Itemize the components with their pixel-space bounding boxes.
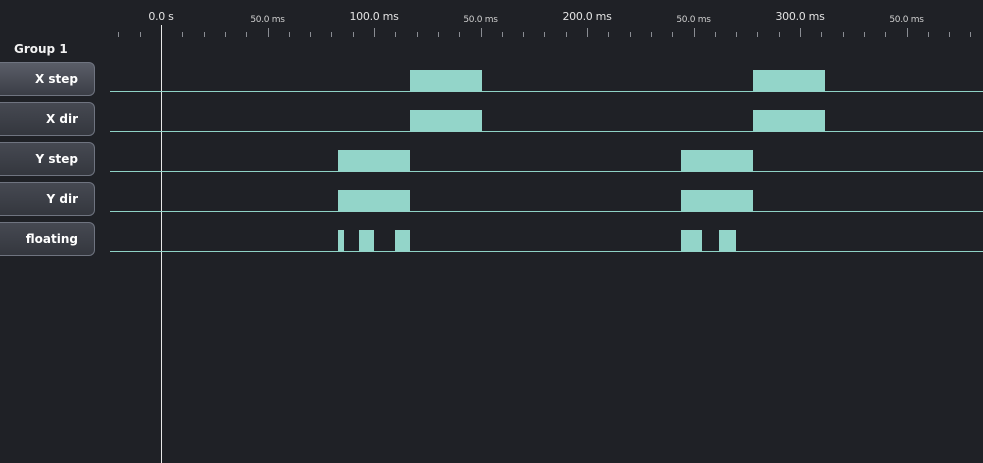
trace-baseline xyxy=(110,91,983,92)
signal-pulse xyxy=(359,230,374,252)
signal-pulse xyxy=(681,150,753,172)
ruler-tick xyxy=(821,32,822,37)
time-label: 300.0 ms xyxy=(775,10,825,23)
time-label: 100.0 ms xyxy=(349,10,399,23)
ruler-tick xyxy=(587,28,588,37)
group-label: Group 1 xyxy=(14,42,68,56)
ruler-tick xyxy=(949,32,950,37)
ruler-tick xyxy=(694,28,695,37)
ruler-tick xyxy=(310,32,311,37)
channel-button[interactable]: floating xyxy=(0,222,95,256)
ruler-tick xyxy=(523,32,524,37)
time-label: 0.0 s xyxy=(148,10,174,23)
ruler-tick xyxy=(140,32,141,37)
time-label: 50.0 ms xyxy=(889,15,924,25)
trigger-marker xyxy=(161,25,162,463)
channel-label: X step xyxy=(34,72,78,86)
channel-label: floating xyxy=(25,232,78,246)
signal-pulse xyxy=(395,230,410,252)
ruler-tick xyxy=(779,32,780,37)
signal-pulse xyxy=(338,150,410,172)
ruler-tick xyxy=(459,32,460,37)
ruler-tick xyxy=(481,28,482,37)
ruler-tick xyxy=(843,32,844,37)
ruler-tick xyxy=(928,32,929,37)
time-label: 200.0 ms xyxy=(562,10,612,23)
signal-pulse xyxy=(753,70,825,92)
signal-pulse xyxy=(681,190,753,212)
trace-baseline xyxy=(110,251,983,252)
time-label: 50.0 ms xyxy=(250,15,285,25)
ruler-tick xyxy=(672,32,673,37)
ruler-tick xyxy=(502,32,503,37)
ruler-tick xyxy=(651,32,652,37)
channel-button[interactable]: X step xyxy=(0,62,95,96)
ruler-tick xyxy=(331,32,332,37)
trace-baseline xyxy=(110,171,983,172)
channel-label: Y dir xyxy=(46,192,79,206)
ruler-tick xyxy=(800,28,801,37)
signal-pulse xyxy=(410,110,482,132)
time-label: 50.0 ms xyxy=(463,15,498,25)
signal-pulse xyxy=(681,230,702,252)
time-ruler[interactable]: 0.0 s 50.0 ms 100.0 ms 50.0 ms 200.0 ms 50.0 … xyxy=(0,0,983,40)
time-label: 50.0 ms xyxy=(676,15,711,25)
signal-pulse xyxy=(719,230,736,252)
ruler-tick xyxy=(566,32,567,37)
ruler-tick xyxy=(204,32,205,37)
channel-label: X dir xyxy=(45,112,78,126)
ruler-tick xyxy=(864,32,865,37)
ruler-tick xyxy=(182,32,183,37)
channel-button[interactable]: Y dir xyxy=(0,182,95,216)
signal-pulse xyxy=(753,110,825,132)
ruler-tick xyxy=(907,28,908,37)
ruler-tick xyxy=(630,32,631,37)
ruler-tick xyxy=(225,32,226,37)
ruler-tick xyxy=(118,32,119,37)
channel-button[interactable]: X dir xyxy=(0,102,95,136)
ruler-tick xyxy=(715,32,716,37)
ruler-tick xyxy=(289,32,290,37)
ruler-tick xyxy=(268,28,269,37)
ruler-tick xyxy=(970,32,971,37)
ruler-tick xyxy=(438,32,439,37)
ruler-tick xyxy=(757,32,758,37)
trace-baseline xyxy=(110,211,983,212)
signal-pulse xyxy=(338,230,344,252)
ruler-tick xyxy=(417,32,418,37)
ruler-tick xyxy=(736,32,737,37)
ruler-tick xyxy=(246,32,247,37)
ruler-tick xyxy=(395,32,396,37)
ruler-tick xyxy=(374,28,375,37)
channel-label: Y step xyxy=(35,152,78,166)
signal-pulse xyxy=(410,70,482,92)
ruler-tick xyxy=(885,32,886,37)
trace-baseline xyxy=(110,131,983,132)
ruler-tick xyxy=(608,32,609,37)
ruler-tick xyxy=(353,32,354,37)
ruler-tick xyxy=(544,32,545,37)
channel-button[interactable]: Y step xyxy=(0,142,95,176)
signal-pulse xyxy=(338,190,410,212)
